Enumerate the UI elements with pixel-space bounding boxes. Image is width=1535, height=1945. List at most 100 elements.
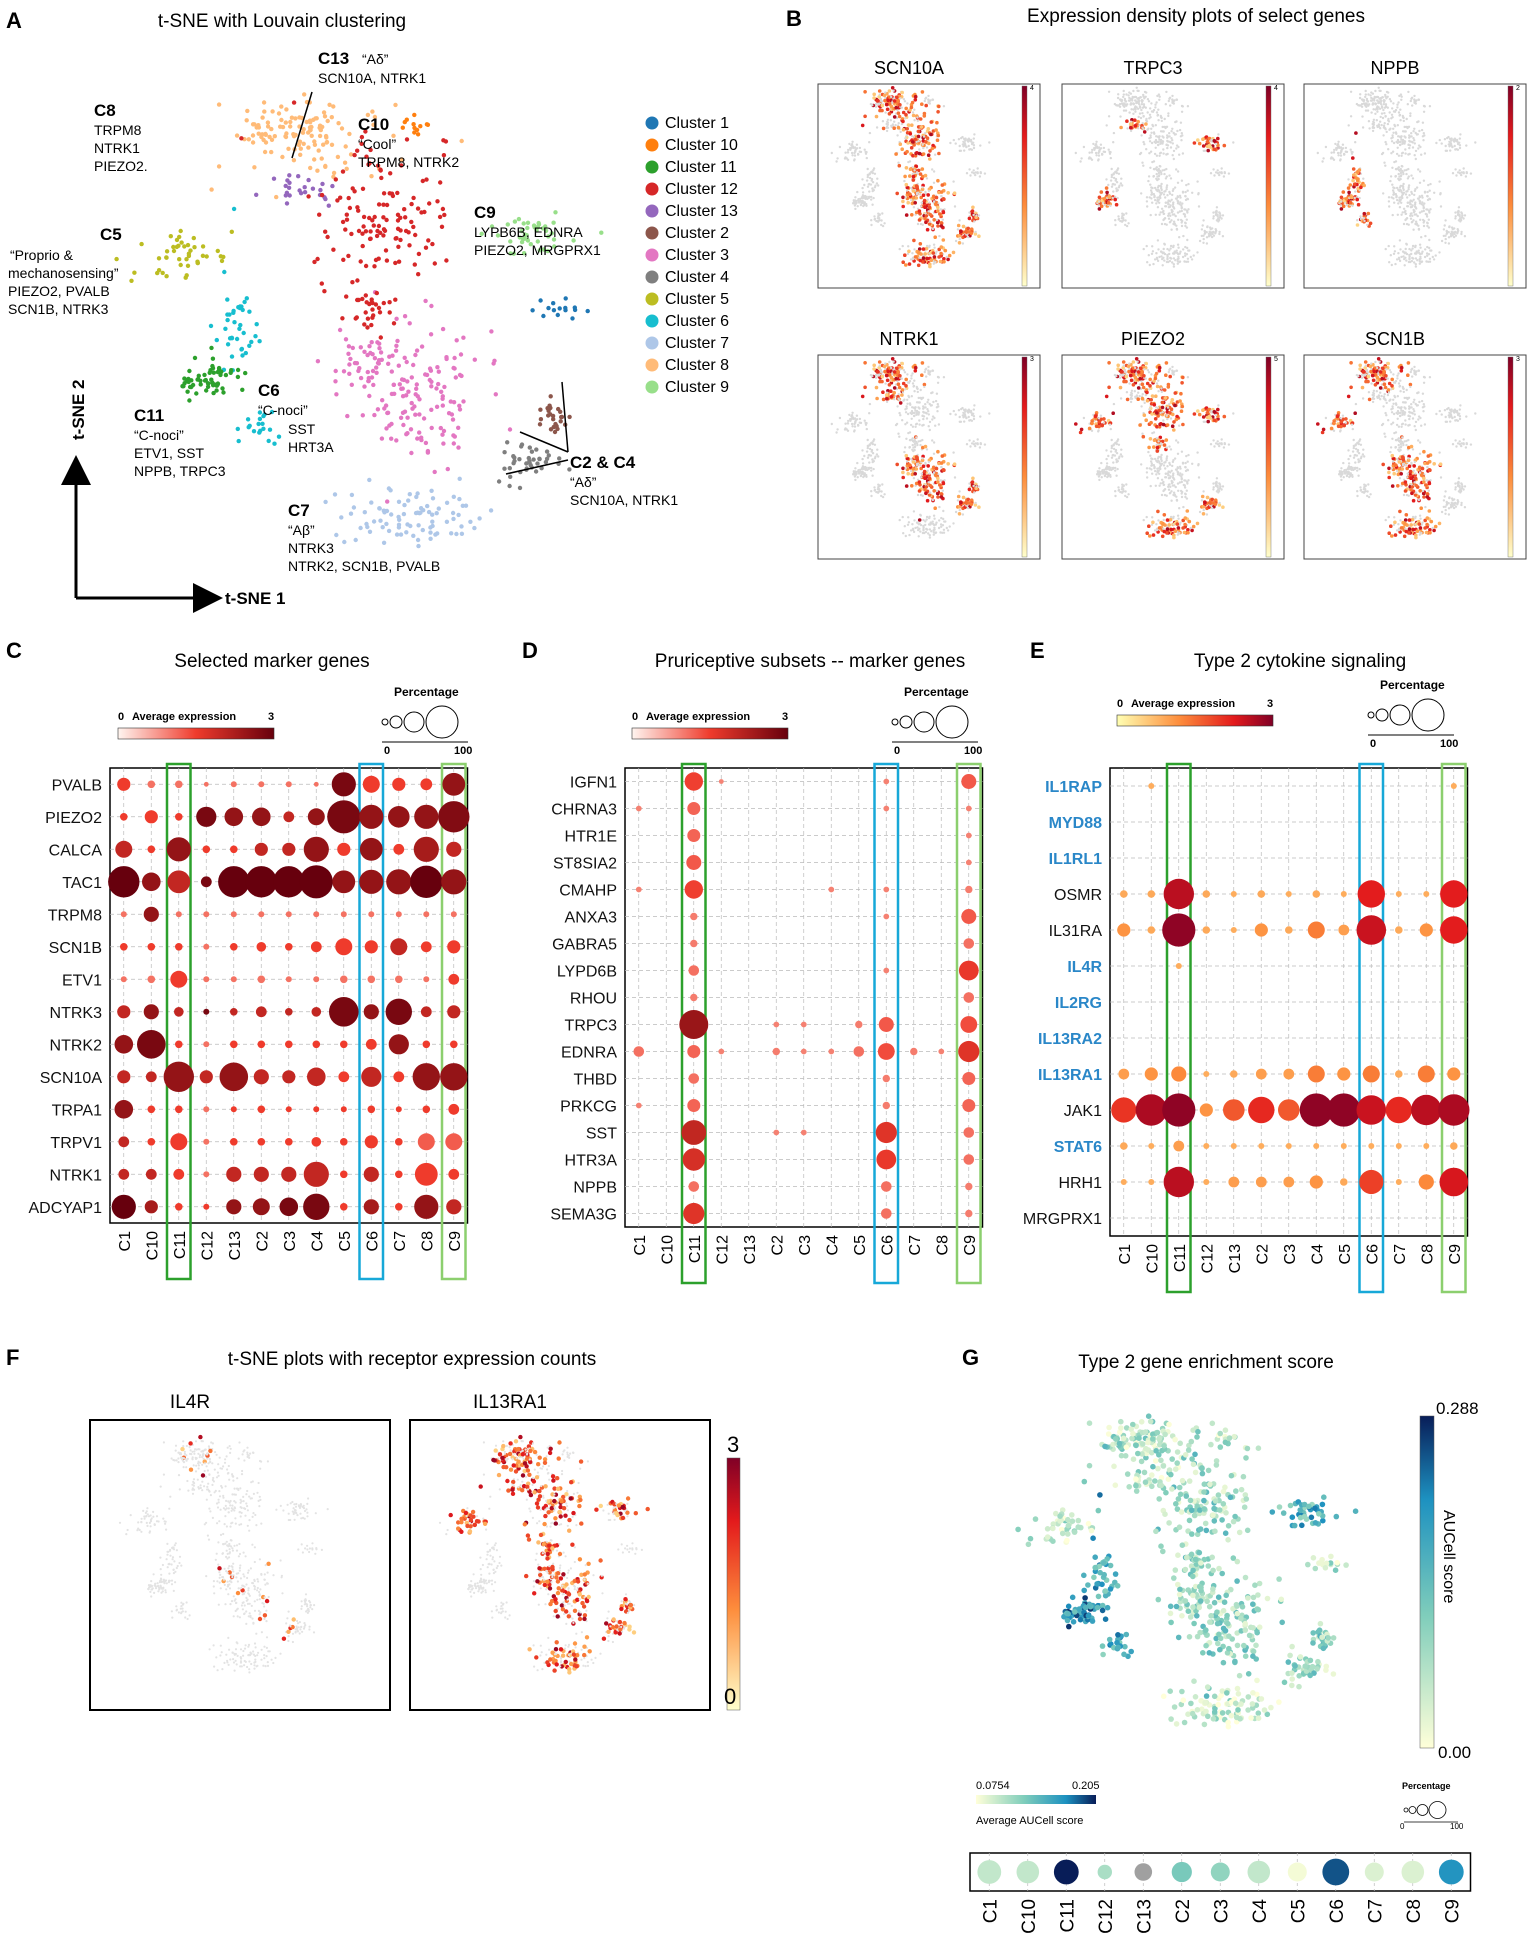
background-point xyxy=(1375,119,1379,122)
cell-point xyxy=(507,466,512,471)
background-point xyxy=(1165,175,1169,178)
background-point xyxy=(1205,242,1209,245)
expression-point xyxy=(918,242,923,246)
background-point xyxy=(1411,146,1415,149)
background-point xyxy=(988,412,991,415)
background-point xyxy=(916,493,920,497)
background-point xyxy=(1426,245,1429,249)
expression-point xyxy=(896,125,901,130)
expression-point xyxy=(1352,182,1357,187)
cell-point xyxy=(395,190,400,196)
cell-point xyxy=(174,237,180,243)
expression-point xyxy=(1099,204,1104,208)
cell-point xyxy=(232,320,237,325)
background-point xyxy=(1162,148,1165,151)
c5-name: C5 xyxy=(100,225,122,244)
background-point xyxy=(897,122,900,125)
background-point xyxy=(904,411,908,414)
background-point xyxy=(1198,239,1202,243)
background-point xyxy=(930,530,933,533)
cell-point xyxy=(298,146,303,151)
background-point xyxy=(940,208,943,211)
background-point xyxy=(1396,198,1399,202)
background-point xyxy=(1349,90,1353,94)
expression-point xyxy=(911,460,916,464)
cell-point xyxy=(551,301,556,306)
background-point xyxy=(872,467,875,471)
background-point xyxy=(1080,157,1083,160)
expression-point xyxy=(903,253,907,257)
background-point xyxy=(934,531,937,535)
background-point xyxy=(1424,248,1427,251)
background-point xyxy=(1098,200,1101,203)
cell-point xyxy=(306,177,311,183)
background-point xyxy=(1177,257,1180,260)
background-point xyxy=(1172,149,1176,153)
background-point xyxy=(1119,397,1123,400)
background-point xyxy=(1202,219,1205,222)
background-point xyxy=(963,149,966,152)
background-point xyxy=(1426,254,1429,257)
cell-point xyxy=(397,517,402,522)
expression-point xyxy=(875,396,879,401)
cell-point xyxy=(192,245,197,250)
background-point xyxy=(1406,125,1409,129)
background-point xyxy=(1143,97,1146,100)
background-point xyxy=(920,201,923,204)
expression-point xyxy=(1105,190,1109,195)
background-point xyxy=(1452,138,1455,141)
cell-point xyxy=(338,195,343,200)
background-point xyxy=(1377,101,1380,105)
background-point xyxy=(1124,223,1127,227)
background-point xyxy=(911,406,914,409)
background-point xyxy=(1398,114,1401,117)
background-point xyxy=(855,147,859,150)
cell-point xyxy=(508,239,513,244)
background-point xyxy=(877,490,880,494)
background-point xyxy=(1154,198,1157,202)
background-point xyxy=(1173,186,1177,189)
background-point xyxy=(1216,169,1219,172)
background-point xyxy=(885,400,889,404)
background-point xyxy=(854,420,857,423)
background-point xyxy=(1382,124,1386,127)
background-point xyxy=(1394,262,1397,266)
c9-gene1: LYPB6B, EDNRA xyxy=(474,224,583,240)
c6-gene2: HRT3A xyxy=(288,439,334,455)
background-point xyxy=(942,528,946,531)
cell-point xyxy=(441,441,446,446)
background-point xyxy=(1171,193,1174,197)
expression-point xyxy=(1352,173,1356,177)
background-point xyxy=(918,148,921,151)
expression-point xyxy=(872,96,876,100)
cell-point xyxy=(350,186,355,191)
background-point xyxy=(1125,391,1129,394)
background-point xyxy=(1117,457,1121,460)
background-point xyxy=(1385,130,1388,134)
background-point xyxy=(848,142,851,146)
background-point xyxy=(1110,438,1113,442)
cell-point xyxy=(312,139,317,144)
cell-point xyxy=(448,399,453,404)
background-point xyxy=(1404,247,1407,251)
background-point xyxy=(932,441,936,444)
cluster-annotations: C13 “Aδ” SCN10A, NTRK1 C8 TRPM8 NTRK1 PI… xyxy=(8,49,678,574)
cell-point xyxy=(563,305,568,311)
background-point xyxy=(928,428,931,432)
background-point xyxy=(870,448,874,452)
background-point xyxy=(1177,246,1180,249)
background-point xyxy=(854,478,857,482)
background-point xyxy=(1412,137,1415,140)
background-point xyxy=(921,414,924,417)
background-point xyxy=(979,442,982,445)
cell-point xyxy=(276,111,282,116)
background-point xyxy=(1454,215,1457,218)
cell-point xyxy=(385,499,390,504)
background-point xyxy=(940,465,943,469)
background-point xyxy=(954,510,958,514)
expression-point xyxy=(926,153,931,157)
background-point xyxy=(898,411,901,415)
cell-point xyxy=(258,428,263,433)
expression-point xyxy=(1131,360,1136,364)
cell-point xyxy=(412,112,417,118)
